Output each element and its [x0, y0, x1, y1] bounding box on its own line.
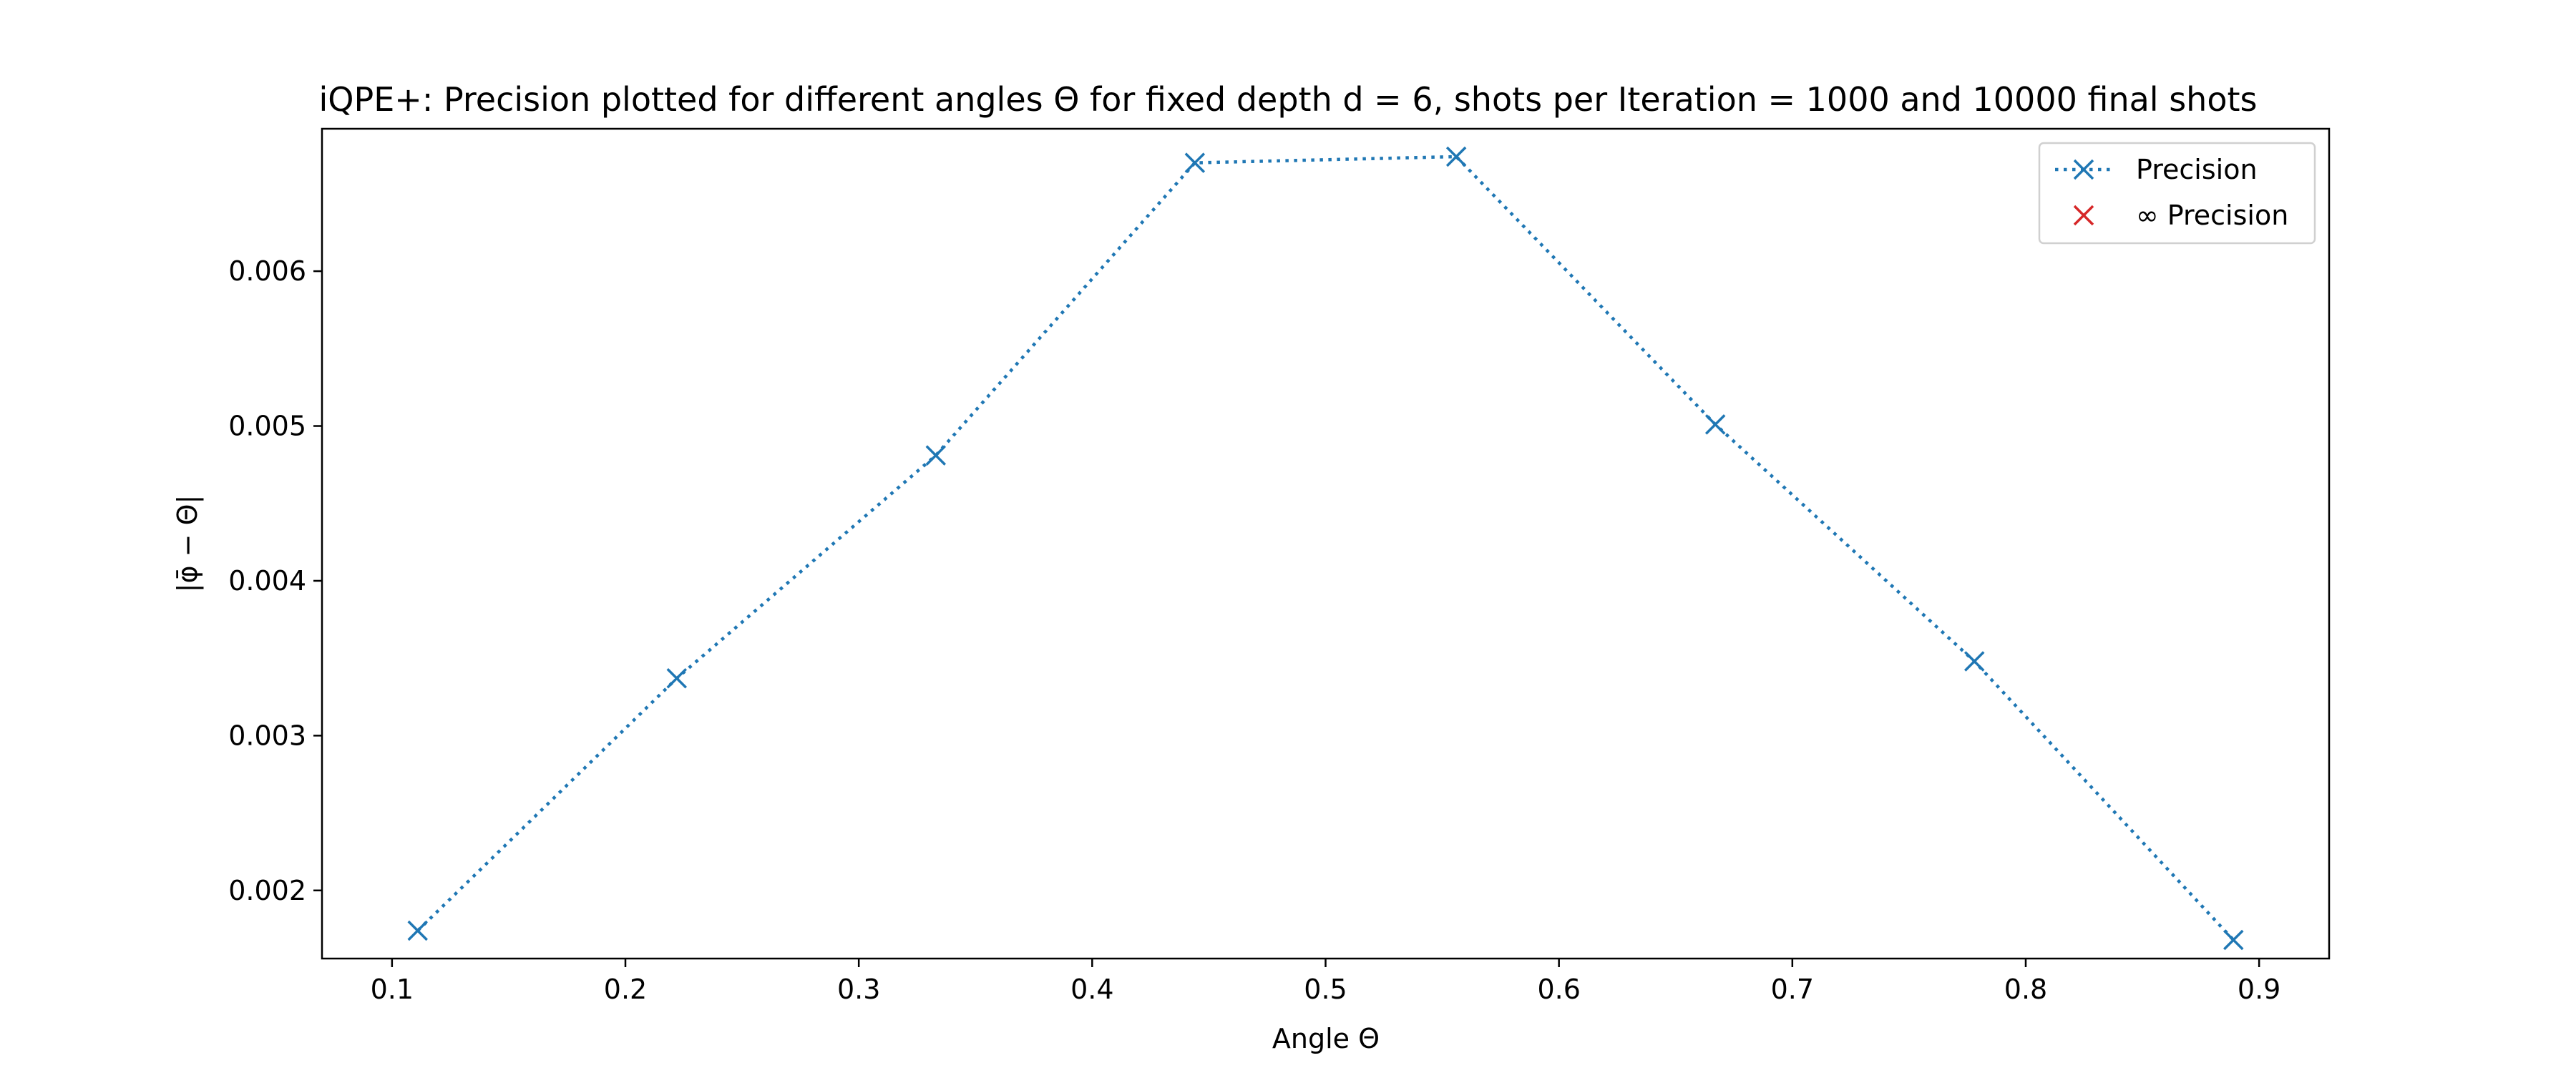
y-tick-label-2: 0.004 — [228, 565, 306, 597]
x-tick-label-8: 0.9 — [2238, 974, 2280, 1005]
x-tick-label-7: 0.8 — [2004, 974, 2047, 1005]
legend-entries: Precision ∞ Precision — [2055, 154, 2288, 231]
x-tick-label-3: 0.4 — [1070, 974, 1113, 1005]
x-tick-label-1: 0.2 — [604, 974, 647, 1005]
x-tick-label-0: 0.1 — [371, 974, 414, 1005]
series-0 — [407, 146, 2244, 951]
data-point-0-3 — [1184, 152, 1206, 173]
x-axis-label: Angle Θ — [1272, 1023, 1380, 1054]
y-tick-label-1: 0.003 — [228, 720, 306, 751]
data-point-0-7 — [2223, 929, 2244, 951]
series-line-0 — [416, 155, 2235, 941]
plot-frame — [321, 127, 2331, 960]
x-tick-label-5: 0.6 — [1537, 974, 1580, 1005]
y-axis-label: |φ̄ − Θ| — [172, 495, 204, 593]
legend-label-1: ∞ Precision — [2136, 200, 2288, 231]
legend: Precision ∞ Precision — [2038, 142, 2316, 245]
data-point-0-0 — [407, 920, 428, 941]
data-point-0-4 — [1445, 146, 1467, 167]
y-tick-label-3: 0.005 — [228, 411, 306, 442]
y-tick-label-4: 0.006 — [228, 255, 306, 287]
x-axis: 0.1 0.2 0.3 0.4 0.5 0.6 0.7 0.8 0.9 — [371, 959, 2280, 1005]
legend-marker-1 — [2073, 205, 2094, 226]
data-point-0-6 — [1963, 651, 1985, 672]
x-tick-label-4: 0.5 — [1304, 974, 1347, 1005]
data-point-0-1 — [666, 668, 688, 689]
data-point-0-2 — [925, 445, 947, 466]
data-point-0-5 — [1704, 414, 1726, 435]
series-layer — [407, 146, 2244, 951]
legend-label-0: Precision — [2136, 154, 2258, 185]
chart-title: iQPE+: Precision plotted for different a… — [319, 80, 2258, 119]
y-axis: 0.002 0.003 0.004 0.005 0.006 — [228, 255, 322, 906]
y-tick-label-0: 0.002 — [228, 875, 306, 906]
x-tick-label-6: 0.7 — [1771, 974, 1814, 1005]
x-tick-label-2: 0.3 — [837, 974, 880, 1005]
legend-marker-0 — [2073, 159, 2094, 180]
plot-area — [321, 127, 2331, 960]
